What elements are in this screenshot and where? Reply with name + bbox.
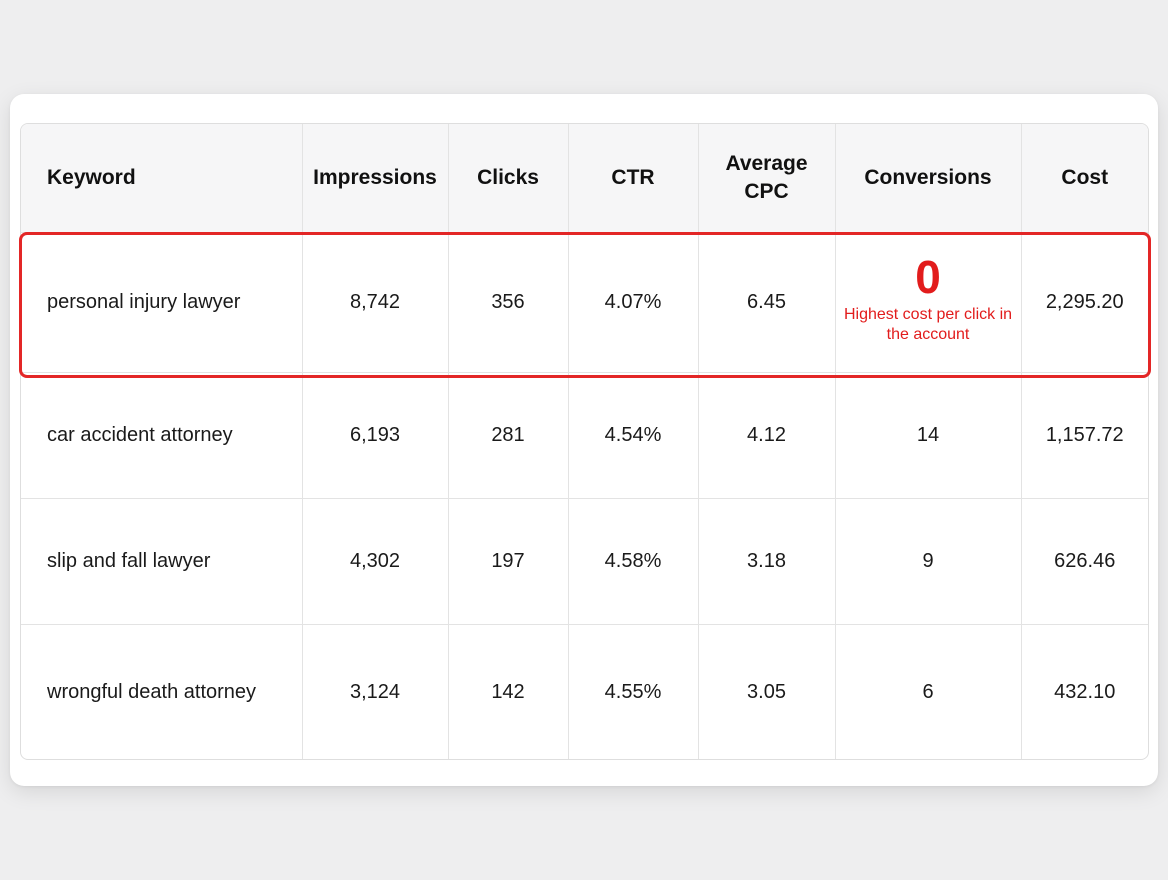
column-header-average-cpc[interactable]: Average CPC	[698, 124, 836, 233]
cost-cell: 2,295.20	[1021, 232, 1148, 373]
column-header-impressions[interactable]: Impressions	[302, 124, 449, 233]
column-header-keyword[interactable]: Keyword	[21, 124, 303, 233]
average-cpc-cell: 3.05	[698, 624, 836, 759]
average-cpc-cell: 6.45	[698, 232, 836, 373]
table-row[interactable]: slip and fall lawyer 4,302 197 4.58% 3.1…	[21, 498, 1148, 626]
conversions-cell: 0 Highest cost per click in the account	[835, 232, 1022, 373]
keyword-cell: personal injury lawyer	[21, 232, 303, 373]
average-cpc-cell: 4.12	[698, 372, 836, 500]
clicks-cell: 142	[448, 624, 569, 759]
column-header-cost[interactable]: Cost	[1021, 124, 1148, 233]
conversions-value-highlighted: 0	[915, 251, 941, 304]
clicks-cell: 356	[448, 232, 569, 373]
table-row[interactable]: car accident attorney 6,193 281 4.54% 4.…	[21, 372, 1148, 500]
keyword-cell: slip and fall lawyer	[21, 498, 303, 626]
cost-cell: 432.10	[1054, 680, 1116, 703]
average-cpc-header-line1: Average	[725, 151, 808, 175]
keyword-table-container: Keyword Impressions Clicks CTR Average C…	[20, 123, 1149, 760]
conversions-cell: 14	[835, 372, 1022, 500]
ctr-cell: 4.58%	[568, 498, 699, 626]
table-header-row: Keyword Impressions Clicks CTR Average C…	[21, 124, 1148, 233]
annotation-note: Highest cost per click in the account	[843, 306, 1013, 344]
average-cpc-header-line2: CPC	[744, 179, 789, 203]
keyword-cell: wrongful death attorney	[21, 624, 303, 759]
conversions-cell: 6	[835, 624, 1022, 759]
column-header-clicks[interactable]: Clicks	[448, 124, 569, 233]
impressions-cell: 3,124	[302, 624, 449, 759]
table-row-highlighted[interactable]: personal injury lawyer 8,742 356 4.07% 6…	[21, 232, 1148, 373]
clicks-cell: 281	[448, 372, 569, 500]
keyword-cell: car accident attorney	[21, 372, 303, 500]
clicks-cell: 197	[448, 498, 569, 626]
impressions-cell: 4,302	[302, 498, 449, 626]
ctr-cell: 4.07%	[568, 232, 699, 373]
cost-cell: 1,157.72	[1021, 372, 1148, 500]
keyword-performance-table: Keyword Impressions Clicks CTR Average C…	[21, 124, 1148, 759]
impressions-cell: 8,742	[302, 232, 449, 373]
cost-cell: 626.46	[1021, 498, 1148, 626]
column-header-ctr[interactable]: CTR	[568, 124, 699, 233]
average-cpc-cell: 3.18	[698, 498, 836, 626]
impressions-cell: 6,193	[302, 372, 449, 500]
ctr-cell: 4.55%	[568, 624, 699, 759]
ctr-cell: 4.54%	[568, 372, 699, 500]
conversions-cell: 9	[835, 498, 1022, 626]
table-row[interactable]: wrongful death attorney 3,124 142 4.55% …	[21, 624, 1148, 759]
column-header-conversions[interactable]: Conversions	[835, 124, 1022, 233]
